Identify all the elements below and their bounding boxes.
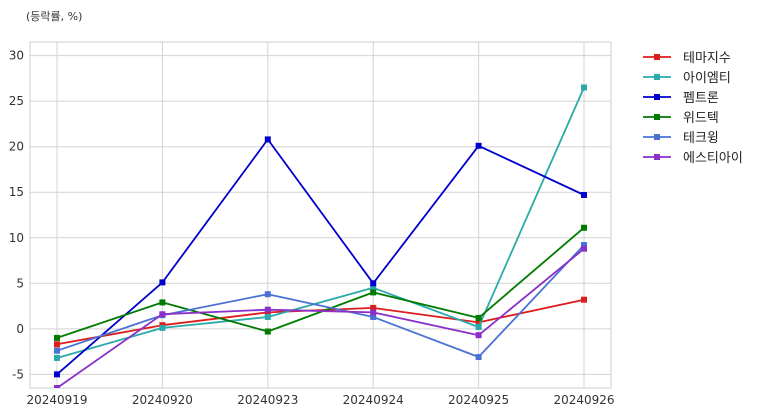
- data-point: [370, 309, 377, 316]
- y-tick-label: 15: [9, 185, 24, 199]
- legend-swatch-marker: [654, 94, 660, 100]
- data-point: [264, 136, 271, 143]
- legend-swatch-marker: [654, 114, 660, 120]
- data-point: [54, 334, 60, 341]
- legend-label: 테크윙: [683, 130, 719, 146]
- y-tick-label: 25: [9, 94, 24, 108]
- data-point: [581, 191, 587, 198]
- series-line: [56, 244, 585, 358]
- data-point: [264, 313, 271, 320]
- data-point: [54, 354, 60, 361]
- x-tick-label: 20240924: [343, 393, 404, 407]
- data-point: [581, 84, 587, 91]
- data-point: [264, 291, 271, 298]
- data-point: [54, 341, 60, 348]
- x-tick-label: 20240920: [132, 393, 193, 407]
- series-line: [56, 248, 585, 388]
- data-point: [159, 311, 166, 318]
- data-point: [54, 347, 60, 354]
- data-point: [581, 245, 587, 252]
- legend-swatch-marker: [654, 74, 660, 80]
- legend-item: 테마지수: [643, 51, 731, 66]
- series-line: [56, 87, 585, 359]
- data-point: [475, 332, 482, 339]
- data-point: [581, 242, 587, 249]
- y-tick-label: 10: [9, 231, 24, 245]
- plot-area: -5 0 5 10 15 20 25 30 20240919 20240920 20240923 20…: [9, 41, 615, 407]
- legend-item: 아이엠티: [643, 71, 731, 86]
- legend-item: 테크윙: [643, 130, 719, 146]
- data-point: [475, 319, 482, 326]
- plot-border: [29, 41, 612, 389]
- unit-label: (등락률, %): [26, 10, 82, 23]
- legend-item: 위드텍: [643, 111, 719, 126]
- legend-label: 테마지수: [683, 51, 731, 66]
- legend-swatch-marker: [654, 134, 660, 140]
- data-point: [581, 224, 587, 231]
- data-point: [475, 314, 482, 321]
- data-point: [581, 296, 587, 303]
- data-point: [370, 313, 377, 320]
- data-point: [159, 279, 166, 286]
- data-point: [370, 284, 377, 291]
- data-point: [159, 324, 166, 331]
- y-tick-label: -5: [12, 367, 24, 381]
- legend-label: 에스티아이: [683, 151, 743, 166]
- legend-label: 아이엠티: [683, 71, 731, 86]
- legend-label: 펨트론: [683, 91, 719, 106]
- legend-item: 펨트론: [643, 91, 719, 106]
- legend-label: 위드텍: [683, 111, 719, 126]
- y-tick-label: 5: [16, 276, 24, 290]
- data-point: [370, 280, 377, 287]
- legend-swatch-marker: [654, 154, 660, 160]
- y-tick-label: 20: [9, 140, 24, 154]
- data-point: [264, 328, 271, 335]
- legend-swatch-marker: [654, 54, 660, 60]
- data-point: [370, 304, 377, 311]
- data-point: [475, 323, 482, 330]
- data-point: [475, 142, 482, 149]
- x-tick-label: 20240926: [553, 393, 614, 407]
- data-point: [159, 299, 166, 306]
- data-point: [54, 385, 60, 388]
- y-tick-label: 0: [16, 322, 24, 336]
- data-point: [264, 306, 271, 313]
- plot-background: [30, 42, 611, 388]
- data-point: [475, 354, 482, 361]
- legend-item: 에스티아이: [643, 151, 743, 166]
- data-point: [54, 371, 60, 378]
- x-tick-label: 20240925: [448, 393, 509, 407]
- y-tick-label: 30: [9, 49, 24, 63]
- data-point: [370, 289, 377, 296]
- x-tick-label: 20240919: [26, 393, 87, 407]
- series-line: [56, 138, 585, 375]
- series-group: [54, 84, 587, 388]
- x-tick-label: 20240923: [237, 393, 298, 407]
